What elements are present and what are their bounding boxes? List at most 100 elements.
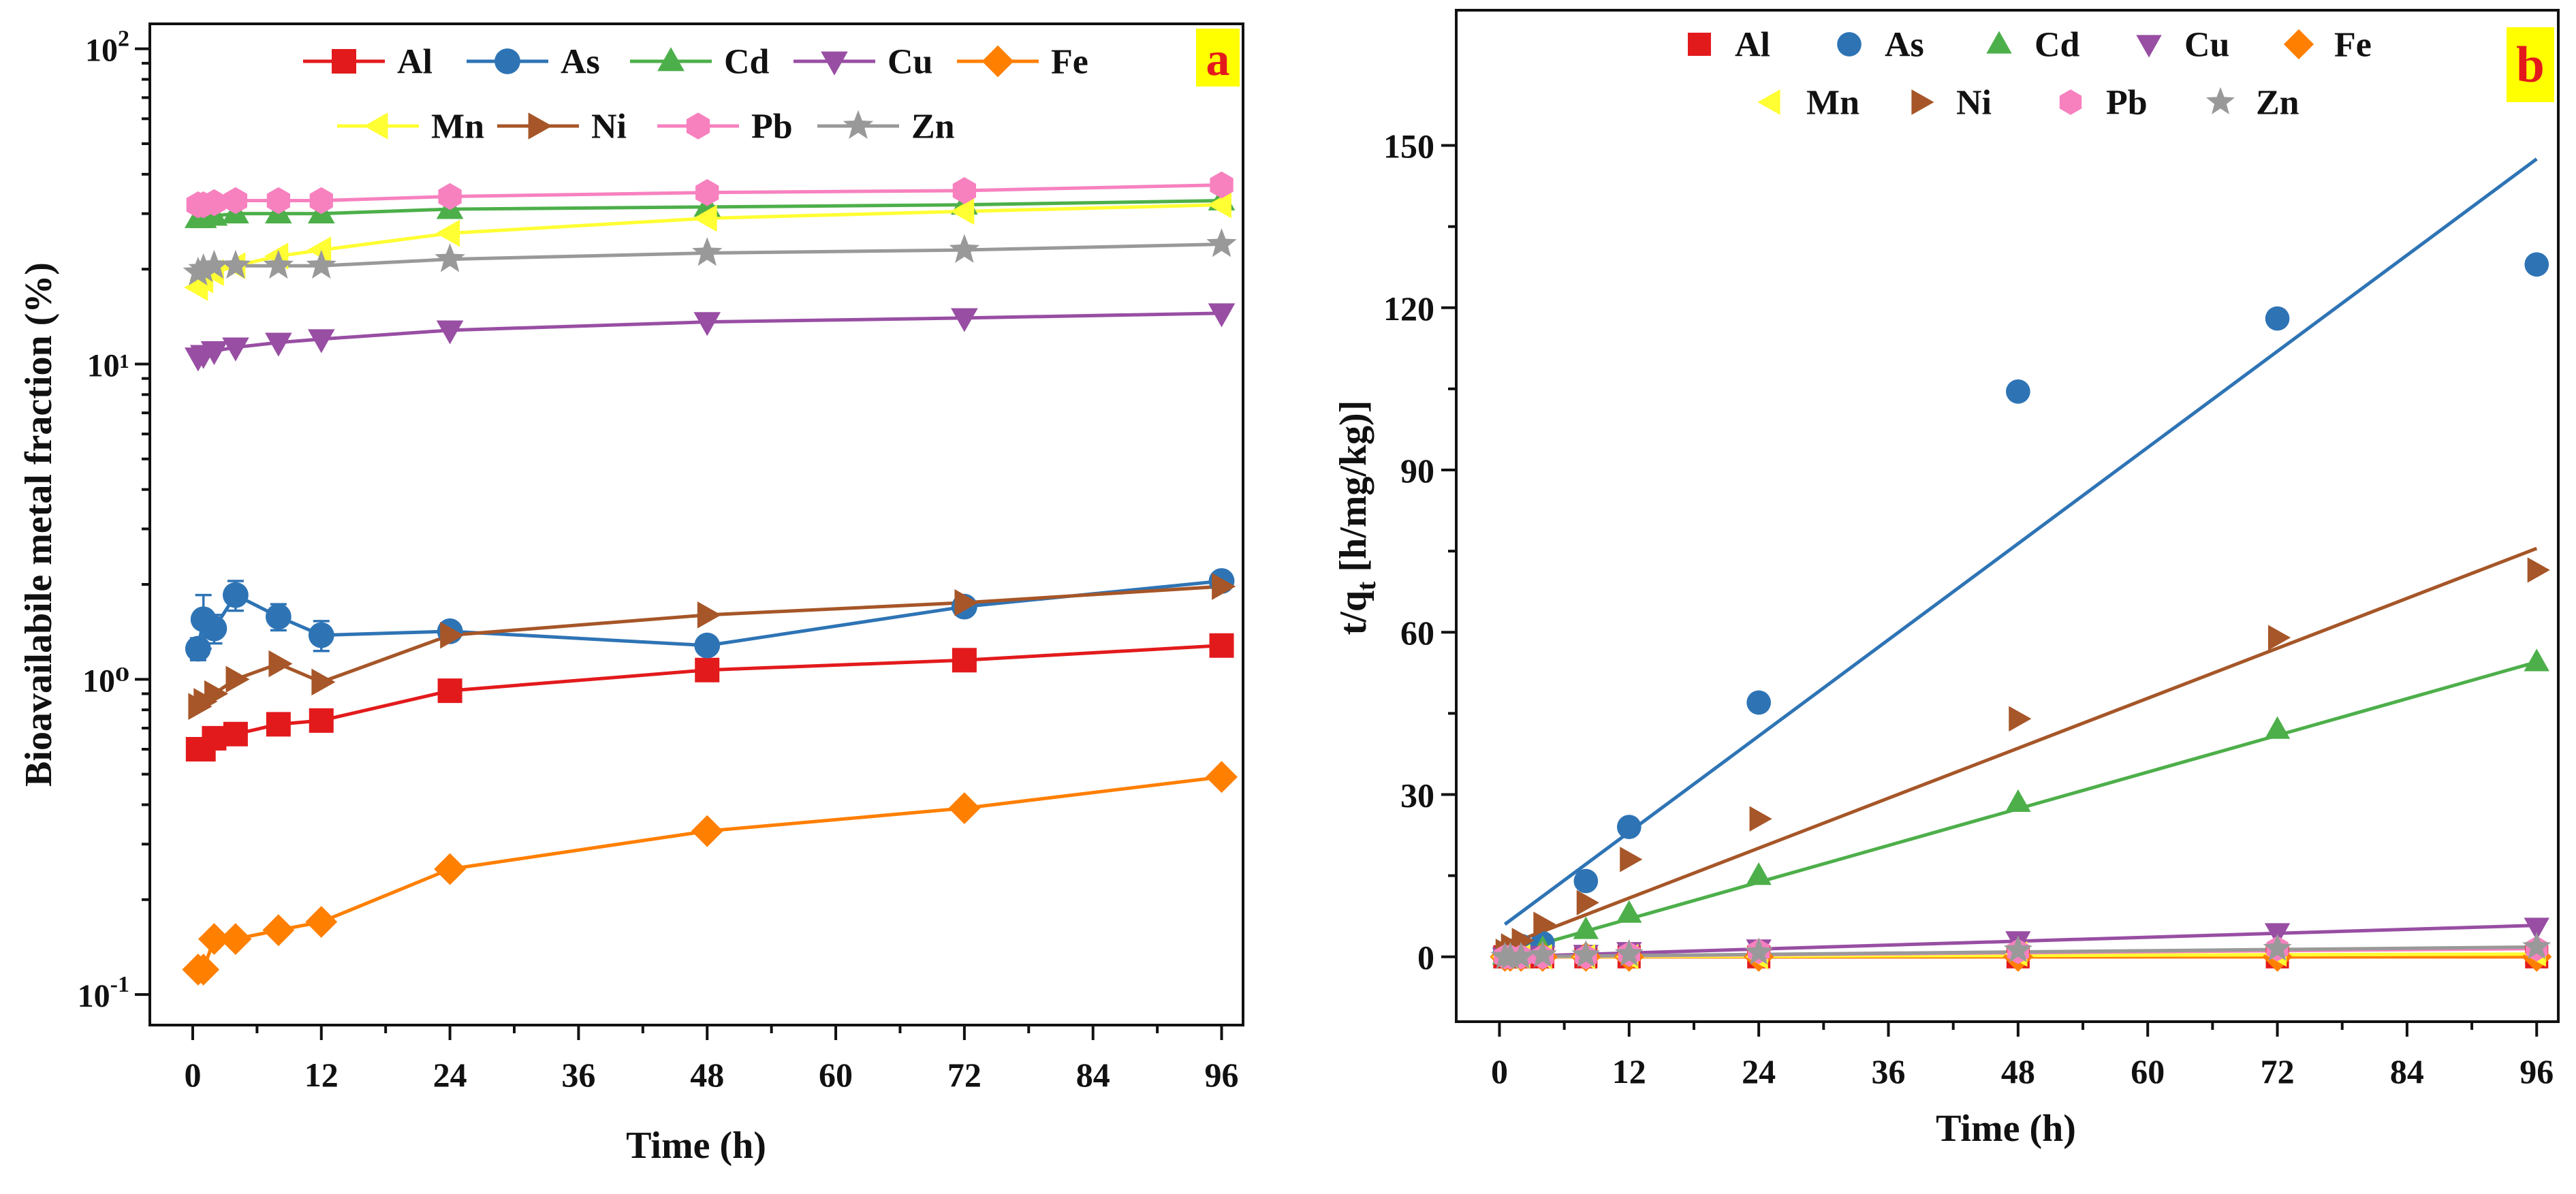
- panel-b-x-tick-label: 84: [2390, 1052, 2424, 1090]
- panel-a-x-tick-label: 12: [304, 1056, 339, 1094]
- panel-a-point-fe: [262, 914, 295, 947]
- panel-a-legend-item-ni: Ni: [497, 108, 627, 146]
- panel-b-fit-as: [1503, 157, 2538, 926]
- panel-b-y-tick-label: 90: [1400, 452, 1434, 490]
- panel-b-legend-label-pb: Pb: [2106, 84, 2148, 123]
- panel-b-legend-item-as: As: [1837, 26, 1924, 65]
- panel-a-legend-label-al: Al: [397, 43, 433, 82]
- panel-a-legend-marker-pb: [686, 112, 710, 140]
- panel-a-point-fe: [948, 792, 981, 824]
- panel-a-point-fe: [305, 906, 338, 938]
- panel-a-point-al: [437, 678, 462, 704]
- panel-a-point-pb: [266, 187, 290, 215]
- panel-a-point-cu: [265, 332, 292, 357]
- panel-a-point-pb: [309, 187, 333, 215]
- panel-a-point-pb: [223, 187, 248, 215]
- panel-a-point-mn: [950, 198, 975, 225]
- panel-a-point-fe: [198, 923, 230, 956]
- panel-a-legend: Al As Cd Cu Fe Mn Ni Pb Zn: [303, 43, 1088, 146]
- panel-a-frame: [148, 22, 1244, 1026]
- panel-a-point-al: [952, 648, 977, 673]
- panel-b-legend-marker-al: [1688, 33, 1711, 56]
- panel-b-point-zn: [2522, 932, 2551, 960]
- panel-b-point-cd: [1573, 916, 1599, 939]
- panel-a-y-tick-label: 10⁰: [82, 663, 129, 699]
- panel-a-point-pb: [438, 183, 462, 210]
- panel-a-legend-label-as: As: [561, 43, 600, 82]
- panel-a-point-zn: [263, 249, 294, 279]
- panel-a-y-tick-label: 10-1: [78, 972, 129, 1014]
- panel-a-legend-label-pb: Pb: [751, 108, 793, 146]
- panel-a-x-tick-label: 24: [433, 1056, 467, 1094]
- panel-b-y-tick-label: 0: [1417, 939, 1434, 977]
- panel-b-point-cu: [2524, 917, 2549, 941]
- panel-a-legend-item-zn: Zn: [817, 108, 955, 146]
- panel-a-x-axis-label: Time (h): [626, 1125, 766, 1167]
- panel-b-point-zn: [2003, 935, 2032, 963]
- panel-b-legend-item-cu: Cu: [2136, 26, 2229, 65]
- panel-b-badge-box: [2507, 27, 2554, 102]
- panel-b-legend-marker-cd: [1986, 31, 2012, 54]
- panel-a-legend-marker-al: [332, 49, 356, 74]
- panel-a-point-as: [185, 635, 211, 662]
- panel-b-legend: Al As Cd Cu Fe Mn Ni Pb Zn: [1688, 26, 2372, 123]
- panel-a-y-tick-label: 102: [85, 27, 129, 69]
- panel-a-point-al: [309, 708, 334, 733]
- panel-a-legend-item-pb: Pb: [657, 108, 793, 146]
- panel-b-chart: 0 12 24 36 48 60 72 84 96 0 30 60 90 120 150 Time (h)…: [1332, 9, 2560, 1150]
- panel-a-point-ni: [440, 621, 465, 649]
- panel-a-legend-label-cu: Cu: [888, 43, 932, 82]
- panel-b-y-tick-label: 120: [1383, 289, 1434, 328]
- panel-a-point-al: [695, 657, 720, 682]
- panel-a-point-fe: [434, 853, 466, 885]
- panel-a-x-tick-label: 72: [947, 1056, 981, 1094]
- panel-b-point-ni: [2267, 625, 2291, 650]
- panel-b-x-tick-label: 24: [1742, 1052, 1776, 1090]
- panel-a-point-fe: [219, 923, 252, 956]
- panel-a-x-tick-label: 0: [184, 1056, 201, 1094]
- panel-b-x-ticks: 0 12 24 36 48 60 72 84 96: [1491, 1022, 2554, 1090]
- panel-b-point-zn: [1614, 939, 1644, 967]
- panel-a-legend-label-cd: Cd: [724, 43, 770, 82]
- panel-b-x-tick-label: 60: [2131, 1052, 2165, 1090]
- panel-a-point-zn: [1206, 228, 1237, 257]
- panel-a-point-ni: [1212, 573, 1236, 600]
- panel-a-legend-marker-fe: [981, 45, 1014, 78]
- panel-b-legend-label-cd: Cd: [2035, 26, 2080, 65]
- panel-b-point-ni: [2527, 557, 2550, 583]
- panel-b-fit-lines: [1503, 157, 2538, 959]
- panel-a-point-al: [1209, 633, 1234, 658]
- panel-b-point-ni: [1576, 890, 1599, 915]
- panel-b-legend-marker-zn: [2205, 87, 2235, 114]
- panel-b-legend-label-cu: Cu: [2184, 26, 2229, 65]
- panel-a-point-cu: [693, 312, 721, 336]
- panel-b-point-cd: [1746, 862, 1772, 885]
- panel-b-x-tick-label: 48: [2001, 1052, 2035, 1090]
- panel-a-legend-marker-mn: [364, 112, 388, 140]
- panel-a-legend-label-ni: Ni: [591, 108, 627, 146]
- panel-a-point-cu: [200, 341, 228, 366]
- panel-a-point-fe: [691, 815, 723, 847]
- panel-b-frame: [1455, 9, 2560, 1023]
- panel-a-y-axis-label: Bioavailabile metal fraction (%): [18, 262, 60, 787]
- panel-b-point-as: [1616, 815, 1642, 839]
- panel-b-x-tick-label: 36: [1872, 1052, 1906, 1090]
- panel-a-point-mn: [1207, 191, 1231, 219]
- panel-b-y-tick-label: 150: [1383, 127, 1434, 166]
- panel-a-badge-box: [1196, 29, 1240, 87]
- panel-a-point-ni: [311, 668, 336, 696]
- panel-a-point-zn: [691, 237, 723, 266]
- panel-a-series: [189, 183, 1230, 971]
- panel-a-x-tick-label: 96: [1205, 1056, 1239, 1094]
- panel-a-legend-marker-ni: [528, 112, 552, 140]
- panel-b-legend-marker-as: [1837, 32, 1862, 57]
- panel-a-point-as: [265, 603, 292, 630]
- panel-b-point-zn: [1528, 940, 1557, 968]
- panel-a-point-zn: [199, 249, 230, 279]
- panel-b-point-as: [1746, 690, 1772, 715]
- panel-a-badge: a: [1206, 33, 1230, 86]
- panel-b-point-zn: [1744, 937, 1774, 965]
- panel-a-point-zn: [306, 249, 337, 279]
- panel-b-point-zn: [2263, 933, 2292, 961]
- panel-a-point-mn: [435, 219, 460, 247]
